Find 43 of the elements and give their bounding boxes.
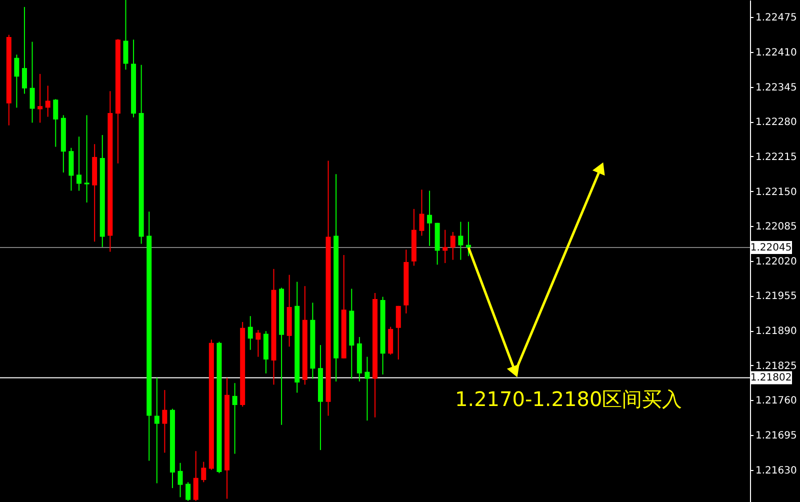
y-tick-label: 1.21760 <box>756 396 797 407</box>
candlestick <box>76 136 82 192</box>
candlestick <box>193 450 198 502</box>
annotation: 1.2170-1.2180区间买入 <box>455 387 682 411</box>
candlestick <box>45 85 50 118</box>
candlestick <box>84 114 90 204</box>
candlestick <box>248 316 253 350</box>
y-tick-label: 1.22475 <box>756 12 797 24</box>
y-tick-label: 1.22085 <box>756 222 797 233</box>
candlestick <box>162 390 168 454</box>
candlestick <box>123 0 128 70</box>
candlestick <box>14 54 20 108</box>
candlestick <box>178 462 183 498</box>
candlestick <box>419 189 424 236</box>
y-tick-label: 1.21890 <box>756 326 797 338</box>
y-tick-label: 1.21955 <box>756 291 797 302</box>
candlestick <box>450 231 456 260</box>
candlestick <box>38 73 43 124</box>
y-tick-label: 1.22345 <box>756 82 797 94</box>
candlestick <box>186 482 191 502</box>
candlestick <box>30 41 35 124</box>
candlestick <box>154 377 160 484</box>
y-tick-label: 1.22280 <box>756 117 797 128</box>
candlestick <box>256 330 261 358</box>
candlestick <box>201 461 206 483</box>
candlestick <box>466 221 471 257</box>
candlestick <box>427 190 432 246</box>
y-tick-label: 1.21630 <box>756 465 797 476</box>
y-tick-label: 1.22020 <box>756 256 797 268</box>
candlestick <box>458 221 464 260</box>
y-tick-label: 1.22215 <box>756 152 797 163</box>
candlestick <box>364 356 370 422</box>
candlestick <box>232 382 238 454</box>
ref-line-label: 1.22045 <box>750 242 792 254</box>
ref-line-label: 1.21802 <box>750 372 792 384</box>
y-tick-label: 1.21695 <box>756 430 797 442</box>
candlestick <box>442 229 448 264</box>
y-tick-label: 1.22410 <box>756 47 797 58</box>
candlestick <box>22 6 27 94</box>
candlestick <box>396 305 401 360</box>
candlestick <box>53 98 58 148</box>
y-tick-label: 1.21825 <box>756 360 797 372</box>
y-tick-label: 1.22150 <box>756 186 797 198</box>
